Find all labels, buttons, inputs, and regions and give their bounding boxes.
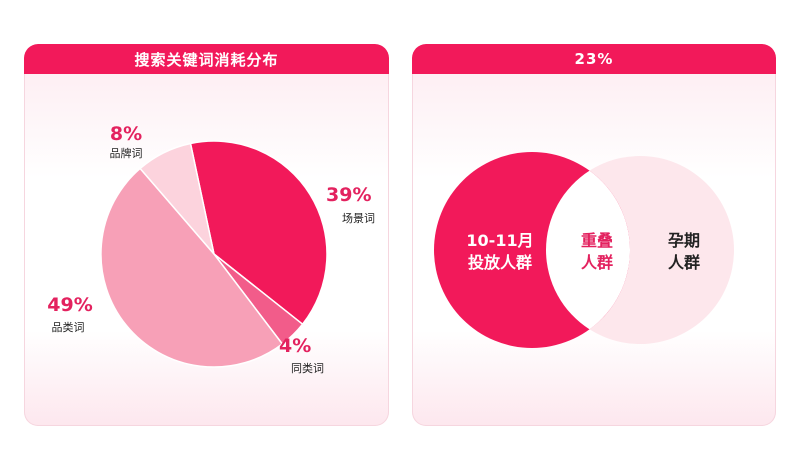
- pie-slice-category: [100, 167, 284, 368]
- venn-label-right-line-1: 孕期: [668, 231, 700, 250]
- venn-label-right-line-2: 人群: [668, 253, 700, 272]
- pie-label-scene: 场景词: [342, 211, 375, 225]
- pie-card: 搜索关键词消耗分布 39% 场景词 4% 同类词 49% 品类词 8% 品牌词: [24, 44, 389, 426]
- pie-percent-similar: 4%: [279, 335, 311, 357]
- pie-label-similar: 同类词: [291, 361, 324, 375]
- pie-label-brand: 品牌词: [110, 146, 143, 160]
- venn-card: 23% 10-11月 投放人群 重叠人群 孕期人群: [412, 44, 776, 426]
- pie-percent-brand: 8%: [110, 123, 142, 145]
- pie-slice-scene: [189, 140, 328, 326]
- venn-label-left-line-1: 10-11月: [466, 231, 533, 250]
- venn-card-title: 23%: [412, 44, 776, 74]
- pie-label-category: 品类词: [52, 320, 85, 334]
- pie-percent-category: 49%: [47, 294, 92, 316]
- pie-chart: 39% 场景词 4% 同类词 49% 品类词 8%品牌词: [47, 123, 375, 375]
- pie-slice-brand: [139, 142, 215, 255]
- venn-label-left-line-2: 投放人群: [468, 253, 532, 272]
- venn-label-overlap-line-2: 人群: [581, 253, 613, 272]
- venn-overlap: [546, 170, 631, 330]
- pie-percent-scene: 39%: [326, 184, 371, 206]
- venn-label-overlap-line-1: 重叠: [581, 231, 613, 250]
- pie-card-title: 搜索关键词消耗分布: [24, 44, 389, 74]
